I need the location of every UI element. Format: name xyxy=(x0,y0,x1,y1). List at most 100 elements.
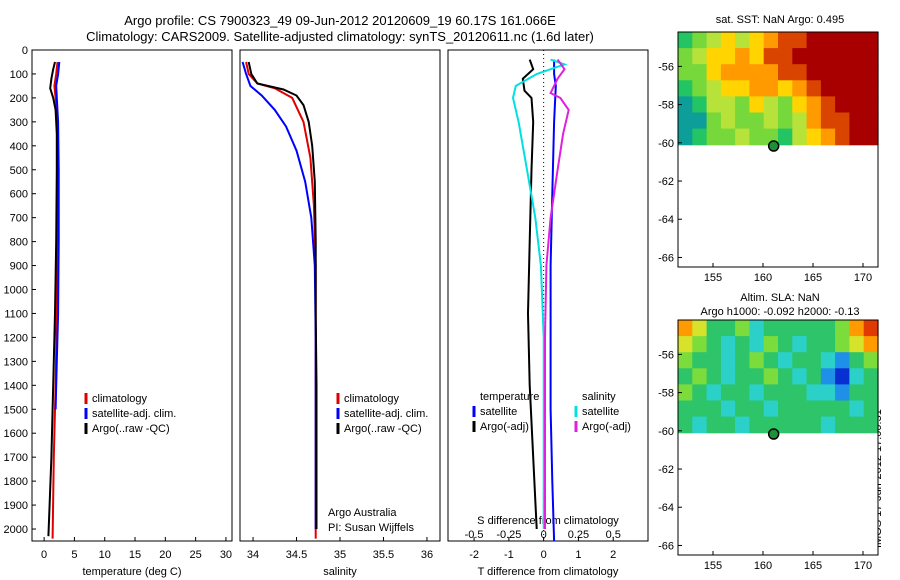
y-tick-label: 1300 xyxy=(4,356,28,368)
heatmap-cell xyxy=(735,112,750,130)
heatmap-cell xyxy=(749,128,765,146)
x-tick-label-S: -0.5 xyxy=(465,529,484,541)
y-tick-label: -60 xyxy=(658,426,674,438)
argo-position-marker xyxy=(767,428,780,440)
heatmap-cell xyxy=(678,80,693,97)
series-line xyxy=(544,59,570,529)
heatmap-cell xyxy=(792,368,808,385)
heatmap-cell xyxy=(835,64,850,81)
heatmap-cell xyxy=(749,368,765,385)
x-tick-label: 34 xyxy=(247,549,259,561)
heatmap-cell xyxy=(863,96,879,114)
map-frame xyxy=(677,31,879,268)
y-tick-label: -62 xyxy=(658,176,674,188)
heatmap-cell xyxy=(820,368,836,385)
heatmap-cell xyxy=(735,384,750,402)
heatmap-cell xyxy=(792,128,808,146)
heatmap-cell xyxy=(749,416,765,434)
heatmap-cell xyxy=(849,48,865,65)
heatmap-cell xyxy=(778,112,793,130)
temperature-panel: 0100200300400500600700800900100011001200… xyxy=(4,45,233,578)
heatmap-cell xyxy=(849,32,865,49)
heatmap-cell xyxy=(678,128,693,146)
legend-item-label: satellite xyxy=(582,406,619,418)
heatmap-cell xyxy=(778,336,793,353)
argo-position-marker xyxy=(767,140,780,152)
x-tick-label: 36 xyxy=(421,549,433,561)
heatmap-cell xyxy=(835,400,850,418)
heatmap-cell xyxy=(706,112,722,130)
heatmap-cell xyxy=(863,416,879,434)
y-tick-label: 800 xyxy=(10,237,28,249)
x-tick-label: 35 xyxy=(334,549,346,561)
heatmap-cell xyxy=(863,64,879,81)
heatmap-cell xyxy=(835,96,850,114)
series-line xyxy=(54,61,61,410)
heatmap-cell xyxy=(778,32,793,49)
heatmap-cell xyxy=(792,32,808,49)
y-tick-label: 1800 xyxy=(4,476,28,488)
y-tick-label: 100 xyxy=(10,69,28,81)
heatmap-cell xyxy=(720,80,736,97)
heatmap-cell xyxy=(763,368,779,385)
legend-item-label: Argo(..raw -QC) xyxy=(92,423,170,435)
y-tick-label: 300 xyxy=(10,117,28,129)
heatmap-cell xyxy=(792,80,808,97)
heatmap-cell xyxy=(692,80,708,97)
heatmap-cell xyxy=(763,400,779,418)
heatmap-cell xyxy=(820,352,836,369)
x-axis-label-S: S difference from climatology xyxy=(477,515,619,527)
legend-item-label: satellite-adj. clim. xyxy=(344,408,428,420)
y-tick-label: -66 xyxy=(658,540,674,552)
heatmap-cell xyxy=(678,384,693,402)
legend-item-label: climatology xyxy=(344,393,400,405)
heatmap-cell xyxy=(863,112,879,130)
heatmap-cell xyxy=(806,48,822,65)
heatmap-cell xyxy=(678,112,693,130)
heatmap-cell xyxy=(763,64,779,81)
heatmap-cell xyxy=(792,112,808,130)
heatmap-cell xyxy=(849,400,865,418)
heatmap-cell xyxy=(720,64,736,81)
heatmap-cell xyxy=(706,64,722,81)
heatmap-cell xyxy=(735,96,750,114)
heatmap-cell xyxy=(763,320,779,337)
heatmap-cell xyxy=(749,32,765,49)
x-tick-label-T: -2 xyxy=(469,549,479,561)
heatmap-cell xyxy=(849,112,865,130)
heatmap-cell xyxy=(778,384,793,402)
heatmap-cell xyxy=(692,32,708,49)
heatmap-cell xyxy=(706,128,722,146)
x-tick-label: 30 xyxy=(220,549,232,561)
heatmap-cell xyxy=(849,368,865,385)
heatmap-cell xyxy=(806,384,822,402)
sst-map-title: sat. SST: NaN Argo: 0.495 xyxy=(715,14,845,26)
heatmap-cell xyxy=(792,64,808,81)
legend-item-label: Argo(..raw -QC) xyxy=(344,423,422,435)
x-axis-label: temperature (deg C) xyxy=(82,566,181,578)
y-tick-label: 1500 xyxy=(4,404,28,416)
heatmap-cell xyxy=(820,32,836,49)
heatmap-cell xyxy=(778,400,793,418)
heatmap-cell xyxy=(678,352,693,369)
x-tick-label: 155 xyxy=(704,560,722,572)
heatmap-cell xyxy=(692,64,708,81)
heatmap-cell xyxy=(720,48,736,65)
heatmap-cell xyxy=(849,416,865,434)
heatmap-cell xyxy=(735,64,750,81)
heatmap-cell xyxy=(692,336,708,353)
heatmap-cell xyxy=(835,336,850,353)
y-tick-label: 900 xyxy=(10,261,28,273)
x-tick-label: 5 xyxy=(71,549,77,561)
heatmap-cell xyxy=(720,336,736,353)
heatmap-cell xyxy=(749,400,765,418)
y-tick-label: -58 xyxy=(658,388,674,400)
heatmap-cell xyxy=(778,416,793,434)
heatmap-cell xyxy=(678,48,693,65)
x-tick-label: 25 xyxy=(190,549,202,561)
heatmap-cell xyxy=(735,32,750,49)
x-tick-label: 35.5 xyxy=(373,549,394,561)
heatmap-cell xyxy=(835,32,850,49)
map-frame xyxy=(677,319,879,556)
heatmap-cell xyxy=(849,320,865,337)
